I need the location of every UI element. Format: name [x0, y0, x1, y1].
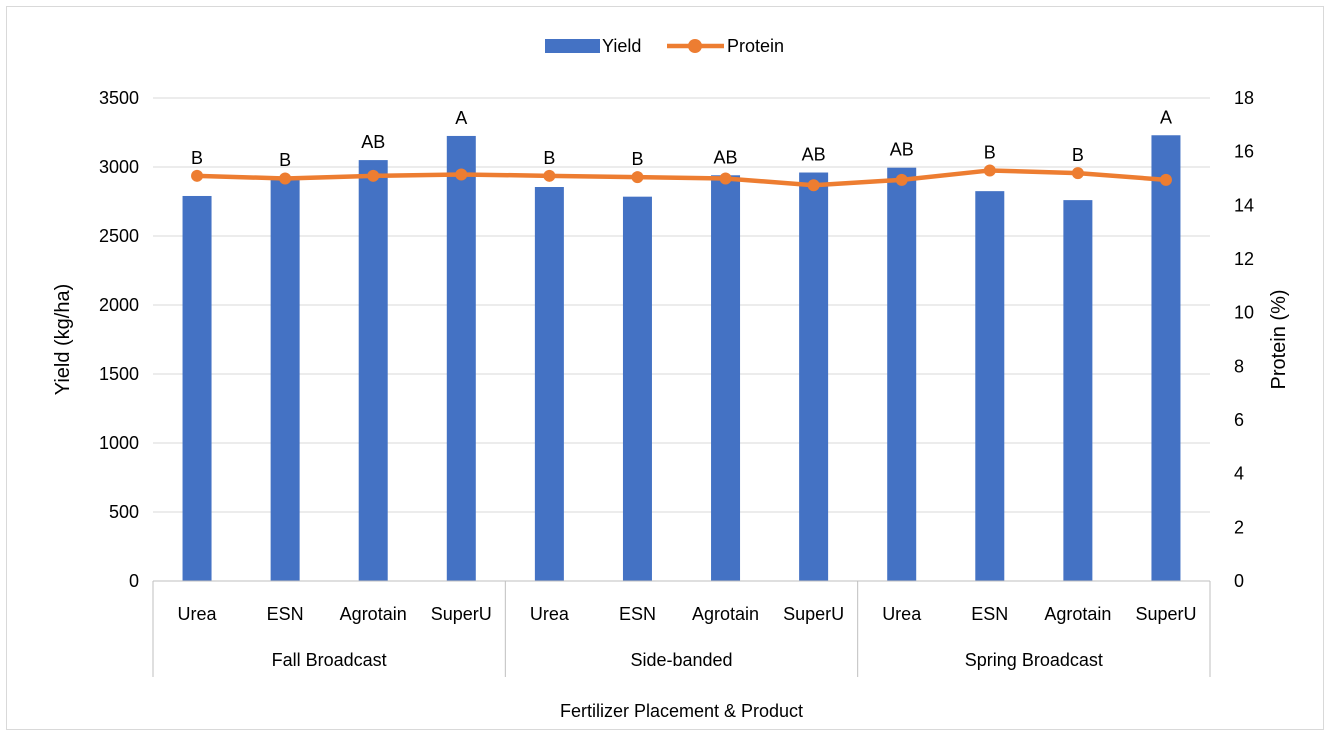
x-tick-label: Urea — [530, 604, 570, 624]
protein-point — [719, 172, 732, 185]
y2-tick-label: 6 — [1234, 410, 1244, 430]
significance-label: AB — [714, 147, 738, 167]
legend: Yield Protein — [545, 36, 784, 56]
y-tick-label: 1500 — [99, 364, 139, 384]
significance-label: AB — [802, 145, 826, 165]
y2-tick-label: 14 — [1234, 195, 1254, 215]
group-label: Spring Broadcast — [965, 650, 1103, 670]
protein-series-line — [196, 168, 1167, 188]
significance-label: B — [631, 149, 643, 169]
yield-bar — [799, 172, 829, 581]
significance-label: A — [1160, 107, 1172, 127]
protein-point — [631, 171, 644, 184]
y2-tick-label: 8 — [1234, 356, 1244, 376]
y2-tick-label: 16 — [1234, 142, 1254, 162]
yield-bar — [182, 195, 212, 582]
chart-area: B B AB A B B AB AB AB B B A 0 500 1000 1500 2000 2500 300… — [6, 6, 1324, 730]
y-tick-label: 2000 — [99, 295, 139, 315]
protein-point — [1159, 173, 1172, 186]
protein-point — [367, 169, 380, 182]
y-tick-label: 3500 — [99, 88, 139, 108]
significance-label: B — [543, 148, 555, 168]
x-tick-label: SuperU — [1135, 604, 1196, 624]
x-tick-label: ESN — [267, 604, 304, 624]
axes: 0 500 1000 1500 2000 2500 3000 3500 0 2 4 6 8 10 12 14 1… — [99, 88, 1254, 677]
yield-bar — [358, 160, 388, 581]
x-tick-label: Agrotain — [1044, 604, 1111, 624]
yield-bar — [270, 178, 300, 582]
x-tick-label: Agrotain — [692, 604, 759, 624]
y2-tick-label: 18 — [1234, 88, 1254, 108]
significance-label: B — [279, 150, 291, 170]
y2-tick-label: 4 — [1234, 464, 1244, 484]
yield-bar — [887, 167, 917, 581]
y-tick-label: 1000 — [99, 433, 139, 453]
protein-point — [455, 168, 468, 181]
x-tick-label: Urea — [178, 604, 218, 624]
y2-tick-label: 10 — [1234, 303, 1254, 323]
yield-bar — [446, 135, 476, 581]
significance-label: AB — [361, 132, 385, 152]
x-tick-label: Agrotain — [340, 604, 407, 624]
yield-bars — [182, 135, 1181, 582]
x-tick-label: SuperU — [431, 604, 492, 624]
y2-axis-title: Protein (%) — [1268, 289, 1290, 389]
legend-protein-marker — [688, 39, 702, 53]
significance-label: A — [455, 108, 467, 128]
yield-bar — [1151, 135, 1181, 581]
protein-point — [807, 179, 820, 192]
legend-protein-label: Protein — [727, 36, 784, 56]
y-axis-title: Yield (kg/ha) — [52, 284, 74, 396]
yield-bar — [1063, 200, 1093, 581]
x-axis-title: Fertilizer Placement & Product — [560, 701, 803, 721]
gridlines — [153, 97, 1210, 513]
group-label: Fall Broadcast — [272, 650, 387, 670]
protein-point — [983, 164, 996, 177]
y-tick-label: 500 — [109, 502, 139, 522]
group-label: Side-banded — [630, 650, 732, 670]
x-tick-label: Urea — [882, 604, 922, 624]
y2-tick-label: 12 — [1234, 249, 1254, 269]
yield-bar — [975, 191, 1005, 581]
y-tick-label: 2500 — [99, 226, 139, 246]
significance-label: B — [1072, 145, 1084, 165]
protein-point — [543, 169, 556, 182]
yield-bar — [622, 196, 652, 582]
significance-label: AB — [890, 140, 914, 160]
y-tick-label: 0 — [129, 571, 139, 591]
significance-label: B — [191, 148, 203, 168]
legend-yield-label: Yield — [602, 36, 641, 56]
y2-tick-label: 0 — [1234, 571, 1244, 591]
significance-label: B — [984, 142, 996, 162]
protein-point — [1071, 167, 1084, 180]
protein-line — [191, 164, 1172, 192]
x-tick-label: SuperU — [783, 604, 844, 624]
yield-bar — [711, 175, 741, 581]
x-tick-label: ESN — [971, 604, 1008, 624]
yield-bar — [534, 187, 564, 581]
protein-point — [895, 173, 908, 186]
protein-point — [191, 169, 204, 182]
x-tick-label: ESN — [619, 604, 656, 624]
y2-tick-label: 2 — [1234, 517, 1244, 537]
legend-yield-swatch — [545, 39, 600, 53]
y-tick-label: 3000 — [99, 157, 139, 177]
protein-point — [279, 172, 292, 185]
